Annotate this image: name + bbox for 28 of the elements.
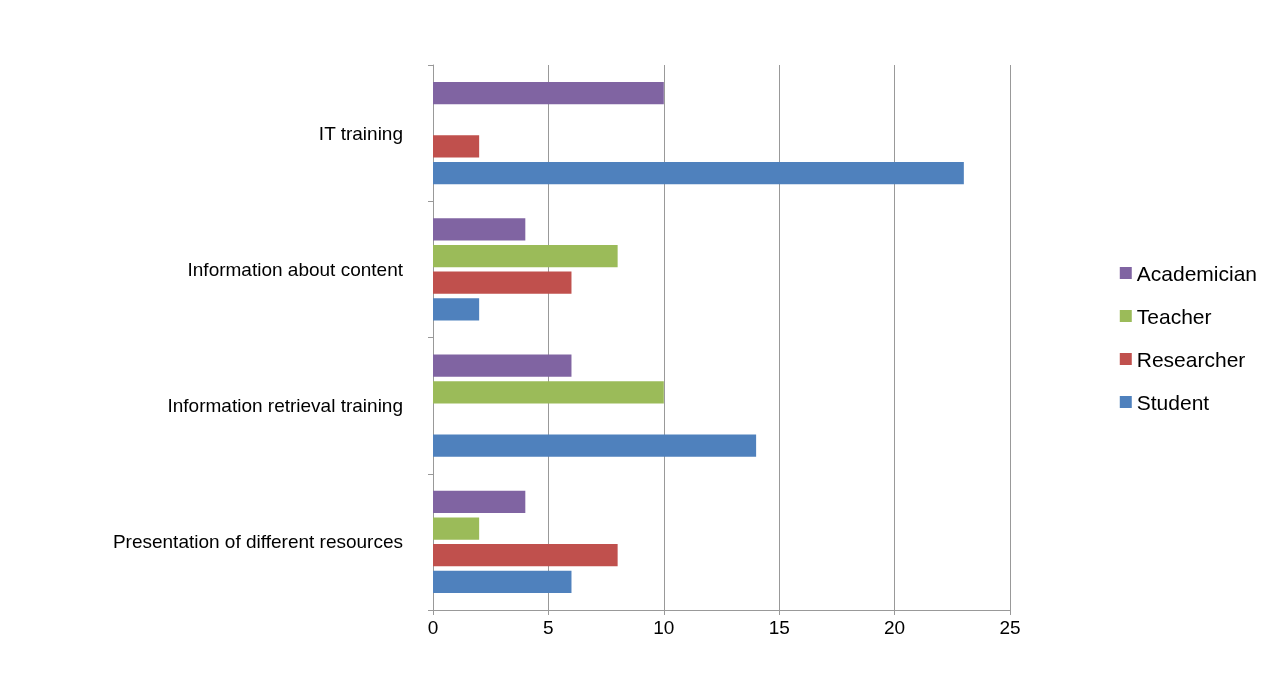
bar bbox=[433, 434, 757, 457]
x-tick-label: 0 bbox=[427, 617, 439, 638]
y-tick-label: Information retrieval training bbox=[167, 395, 403, 417]
bar bbox=[433, 135, 480, 158]
x-tick-label: 25 bbox=[999, 617, 1021, 638]
bar bbox=[433, 244, 618, 268]
legend-label: Researcher bbox=[1136, 347, 1246, 371]
bar bbox=[433, 82, 664, 105]
bar bbox=[433, 218, 526, 241]
bar bbox=[433, 354, 572, 377]
bar bbox=[433, 381, 664, 404]
bar bbox=[433, 570, 572, 593]
legend-label: Academician bbox=[1136, 261, 1258, 285]
y-tick-label: Information about content bbox=[187, 258, 404, 280]
x-tick-label: 5 bbox=[543, 617, 554, 638]
bar bbox=[433, 298, 480, 321]
bar bbox=[433, 271, 572, 294]
x-tick-label: 20 bbox=[884, 617, 906, 638]
y-tick-label: IT training bbox=[318, 122, 403, 144]
bar bbox=[433, 162, 964, 185]
legend-label: Teacher bbox=[1136, 304, 1212, 328]
bar bbox=[433, 490, 526, 513]
x-tick-label: 10 bbox=[653, 617, 675, 638]
legend-label: Student bbox=[1136, 390, 1210, 414]
y-tick-label: Presentation of different resources bbox=[112, 531, 403, 553]
bar bbox=[433, 544, 618, 567]
bar bbox=[433, 517, 480, 540]
x-tick-label: 15 bbox=[768, 617, 790, 638]
